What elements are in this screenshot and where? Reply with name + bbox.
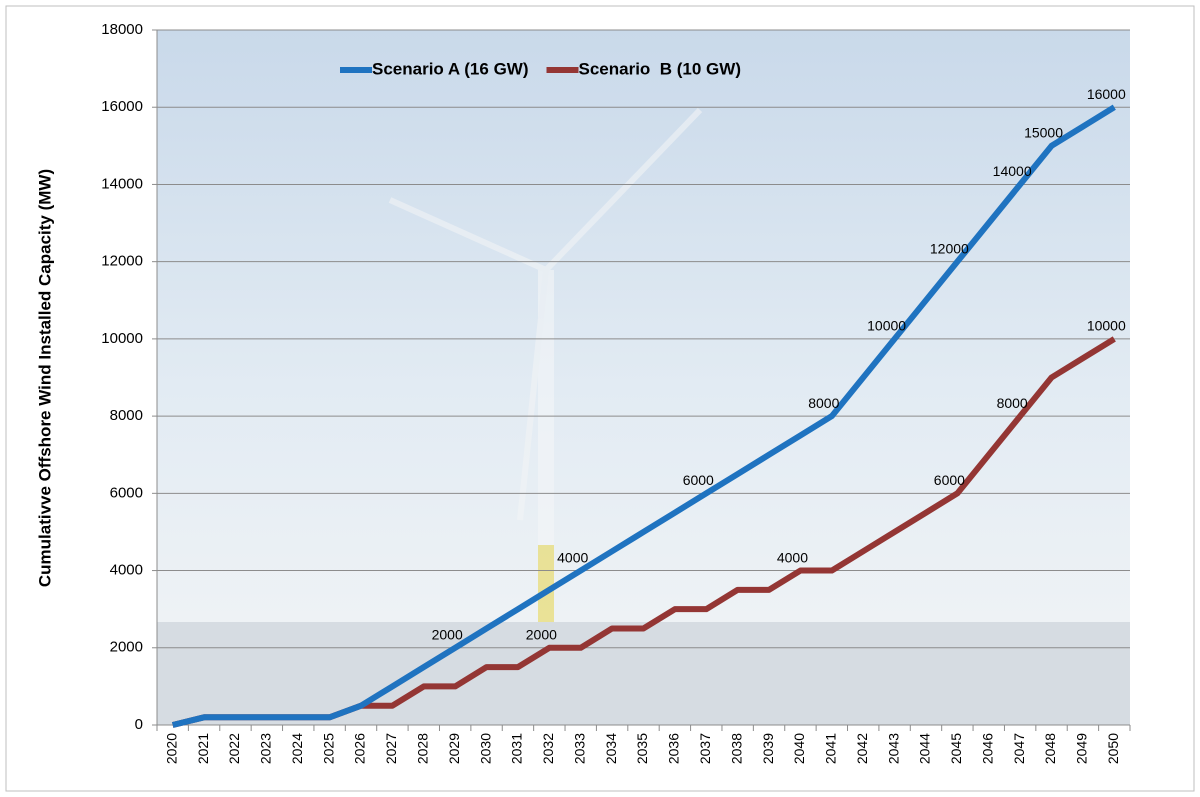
sea-background bbox=[157, 622, 1130, 725]
annotation: 10000 bbox=[1087, 318, 1126, 334]
annotation: 6000 bbox=[934, 472, 965, 488]
x-tick-label: 2049 bbox=[1074, 733, 1090, 764]
x-tick-label: 2040 bbox=[791, 733, 807, 764]
y-tick-label: 2000 bbox=[110, 639, 143, 656]
x-tick-label: 2039 bbox=[760, 733, 776, 764]
x-tick-label: 2029 bbox=[446, 733, 462, 764]
x-tick-label: 2036 bbox=[666, 733, 682, 764]
x-tick-label: 2026 bbox=[352, 733, 368, 764]
x-tick-label: 2023 bbox=[258, 733, 274, 764]
x-tick-label: 2050 bbox=[1105, 733, 1121, 764]
annotation: 6000 bbox=[683, 472, 714, 488]
annotation: 8000 bbox=[808, 395, 839, 411]
x-tick-label: 2021 bbox=[195, 733, 211, 764]
legend-label: Scenario B (10 GW) bbox=[579, 59, 741, 78]
y-tick-label: 10000 bbox=[101, 330, 143, 347]
x-tick-label: 2030 bbox=[477, 733, 493, 764]
x-tick-label: 2046 bbox=[979, 733, 995, 764]
y-tick-label: 18000 bbox=[101, 21, 143, 38]
annotation: 2000 bbox=[526, 626, 557, 642]
x-tick-label: 2027 bbox=[383, 733, 399, 764]
x-tick-label: 2034 bbox=[603, 733, 619, 764]
x-tick-label: 2042 bbox=[854, 733, 870, 764]
y-tick-label: 8000 bbox=[110, 407, 143, 424]
y-tick-label: 6000 bbox=[110, 484, 143, 501]
y-tick-label: 0 bbox=[135, 716, 143, 733]
annotation: 8000 bbox=[997, 395, 1028, 411]
annotation: 16000 bbox=[1087, 86, 1126, 102]
x-tick-label: 2041 bbox=[823, 733, 839, 764]
annotation: 14000 bbox=[993, 163, 1032, 179]
y-tick-label: 12000 bbox=[101, 253, 143, 270]
annotation: 4000 bbox=[777, 549, 808, 565]
y-tick-label: 4000 bbox=[110, 562, 143, 579]
x-tick-label: 2028 bbox=[414, 733, 430, 764]
x-tick-label: 2047 bbox=[1011, 733, 1027, 764]
annotation: 4000 bbox=[557, 549, 588, 565]
annotation: 15000 bbox=[1024, 125, 1063, 141]
x-tick-label: 2022 bbox=[226, 733, 242, 764]
x-tick-label: 2032 bbox=[540, 733, 556, 764]
x-tick-label: 2020 bbox=[163, 733, 179, 764]
x-tick-label: 2044 bbox=[917, 733, 933, 764]
x-tick-label: 2048 bbox=[1042, 733, 1058, 764]
x-tick-label: 2033 bbox=[571, 733, 587, 764]
x-tick-label: 2035 bbox=[634, 733, 650, 764]
x-tick-label: 2025 bbox=[320, 733, 336, 764]
x-tick-label: 2031 bbox=[509, 733, 525, 764]
x-tick-label: 2045 bbox=[948, 733, 964, 764]
y-tick-label: 14000 bbox=[101, 175, 143, 192]
y-tick-label: 16000 bbox=[101, 98, 143, 115]
x-tick-label: 2038 bbox=[728, 733, 744, 764]
x-tick-label: 2024 bbox=[289, 733, 305, 764]
chart: Cumulativve Offshore Wind Installed Capa… bbox=[0, 0, 1200, 797]
legend-label: Scenario A (16 GW) bbox=[372, 59, 529, 78]
annotation: 2000 bbox=[432, 626, 463, 642]
x-tick-label: 2043 bbox=[885, 733, 901, 764]
y-axis-title: Cumulativve Offshore Wind Installed Capa… bbox=[35, 169, 54, 587]
annotation: 12000 bbox=[930, 240, 969, 256]
x-tick-label: 2037 bbox=[697, 733, 713, 764]
annotation: 10000 bbox=[867, 318, 906, 334]
